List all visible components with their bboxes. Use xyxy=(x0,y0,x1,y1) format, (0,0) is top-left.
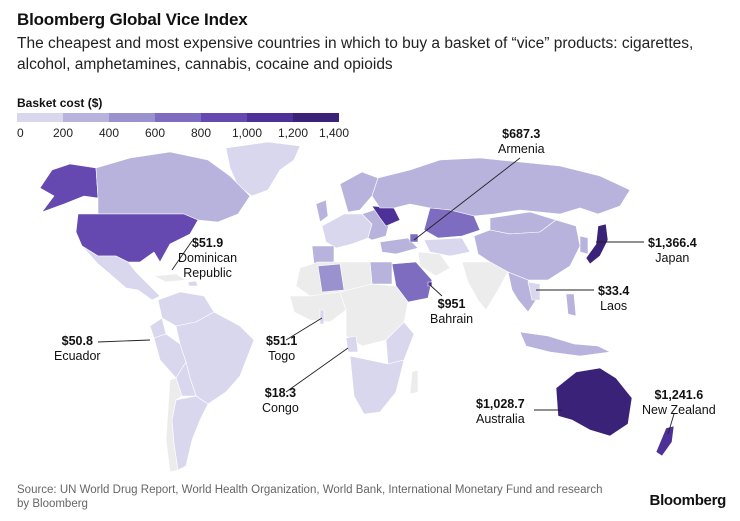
legend-swatch-5 xyxy=(201,113,247,122)
leader-armenia xyxy=(413,157,521,241)
central-asia xyxy=(423,237,471,257)
togo xyxy=(319,309,325,325)
philippines xyxy=(565,293,577,317)
russia xyxy=(371,157,631,217)
label-dominican: $51.9 Dominican Republic xyxy=(178,236,237,281)
legend-tick: 1,400 xyxy=(319,126,350,140)
armenia xyxy=(409,233,419,243)
indonesia xyxy=(519,331,612,357)
legend-swatch-1 xyxy=(17,113,63,122)
legend-ticks: 0 200 400 600 800 1,000 1,200 1,400 xyxy=(0,126,360,142)
country-congo: Congo xyxy=(262,401,299,415)
label-australia: $1,028.7 Australia xyxy=(476,397,525,427)
mexico xyxy=(81,245,161,301)
value-togo: $51.1 xyxy=(266,334,298,348)
australia xyxy=(555,367,633,437)
leader-bahrain xyxy=(429,284,443,297)
legend-swatch-4 xyxy=(155,113,201,122)
leader-newzealand xyxy=(667,413,675,435)
country-togo: Togo xyxy=(268,349,296,363)
alaska xyxy=(39,163,99,213)
legend-tick: 200 xyxy=(52,126,74,140)
chart-subtitle: The cheapest and most expensive countrie… xyxy=(17,35,694,73)
value-bahrain: $951 xyxy=(437,297,466,311)
egypt xyxy=(369,261,393,285)
value-laos: $33.4 xyxy=(598,284,630,298)
label-togo: $51.1 Togo xyxy=(266,334,297,364)
brand-logo: Bloomberg xyxy=(649,492,727,509)
value-congo: $18.3 xyxy=(264,386,297,400)
country-armenia: Armenia xyxy=(498,142,545,156)
legend-color-bar xyxy=(17,113,339,122)
legend-tick: 1,000 xyxy=(231,126,263,140)
iberia xyxy=(311,245,335,265)
legend-tick: 0 xyxy=(17,126,24,140)
leader-dominican xyxy=(171,240,193,271)
leader-congo xyxy=(285,347,349,393)
uk xyxy=(315,199,329,223)
west-africa xyxy=(289,291,347,323)
country-dominican-1: Dominican xyxy=(178,251,238,265)
legend-tick: 600 xyxy=(144,126,166,140)
legend-swatch-6 xyxy=(247,113,293,122)
india xyxy=(461,261,509,311)
algeria xyxy=(317,263,345,293)
label-japan: $1,366.4 Japan xyxy=(648,236,697,266)
legend-tick: 1,200 xyxy=(277,126,309,140)
korea xyxy=(579,235,589,255)
legend-swatch-2 xyxy=(63,113,109,122)
label-congo: $18.3 Congo xyxy=(262,386,299,416)
southeast-asia xyxy=(507,271,537,313)
scandinavia xyxy=(339,171,379,213)
new-zealand xyxy=(655,425,675,457)
dominican-republic xyxy=(187,280,199,287)
label-ecuador: $50.8 Ecuador xyxy=(54,334,101,364)
iran xyxy=(417,251,451,277)
western-europe xyxy=(321,213,373,249)
value-japan: $1,366.4 xyxy=(648,236,697,250)
country-ecuador: Ecuador xyxy=(54,349,101,363)
leader-ecuador xyxy=(97,339,151,343)
value-dominican: $51.9 xyxy=(191,236,224,250)
chart-title: Bloomberg Global Vice Index xyxy=(17,10,248,29)
kazakhstan xyxy=(423,207,481,239)
legend-swatch-3 xyxy=(109,113,155,122)
japan xyxy=(585,223,609,265)
legend-tick: 800 xyxy=(190,126,212,140)
value-newzealand: $1,241.6 xyxy=(654,388,704,402)
southern-africa xyxy=(349,355,405,415)
value-australia: $1,028.7 xyxy=(476,397,525,411)
value-ecuador: $50.8 xyxy=(61,334,93,348)
country-japan: Japan xyxy=(655,251,690,265)
source-note: Source: UN World Drug Report, World Heal… xyxy=(17,484,603,510)
turkey xyxy=(379,237,419,255)
madagascar xyxy=(409,369,419,395)
laos xyxy=(527,281,541,301)
chile xyxy=(165,377,183,473)
label-newzealand: $1,241.6 New Zealand xyxy=(642,388,716,418)
legend-swatch-7 xyxy=(293,113,339,122)
argentina xyxy=(171,395,209,471)
congo xyxy=(345,335,359,353)
country-laos: Laos xyxy=(600,299,628,313)
cuba xyxy=(152,273,187,283)
legend-title: Basket cost ($) xyxy=(17,96,103,110)
label-armenia: $687.3 Armenia xyxy=(498,127,545,157)
canada xyxy=(95,151,251,223)
greenland xyxy=(225,141,301,197)
value-armenia: $687.3 xyxy=(502,127,541,141)
bahrain xyxy=(427,281,433,287)
country-australia: Australia xyxy=(476,412,525,426)
leader-togo xyxy=(285,317,323,341)
east-africa xyxy=(385,321,415,365)
legend-tick: 400 xyxy=(98,126,120,140)
country-newzealand: New Zealand xyxy=(642,403,716,417)
country-dominican-2: Republic xyxy=(183,266,232,280)
label-bahrain: $951 Bahrain xyxy=(430,297,473,327)
country-bahrain: Bahrain xyxy=(430,312,474,326)
label-laos: $33.4 Laos xyxy=(598,284,629,314)
